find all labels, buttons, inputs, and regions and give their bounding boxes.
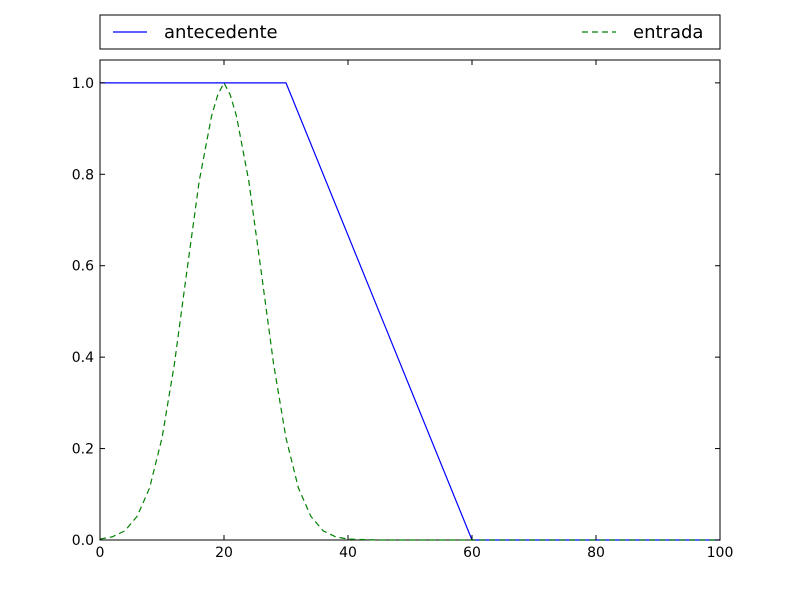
legend-box <box>99 14 721 50</box>
y-tick-label: 0.0 <box>72 533 94 549</box>
y-tick-label: 1.0 <box>72 76 94 92</box>
plot-area: 0 20 40 60 80 100 0.0 0.2 0.4 0.6 0.8 1.0 <box>72 59 734 561</box>
legend-label-entrada: entrada <box>633 22 703 43</box>
x-tick-label: 40 <box>339 545 357 561</box>
x-tick-label: 20 <box>215 545 233 561</box>
legend-label-antecedente: antecedente <box>164 22 278 43</box>
x-tick-label: 0 <box>96 545 105 561</box>
y-tick-label: 0.8 <box>72 167 94 183</box>
plot-frame <box>99 59 721 541</box>
y-tick-label: 0.6 <box>72 259 94 275</box>
y-tick-label: 0.4 <box>72 350 94 366</box>
x-tick-label: 60 <box>463 545 481 561</box>
x-tick-label: 80 <box>587 545 605 561</box>
tick-layer: 0 20 40 60 80 100 0.0 0.2 0.4 0.6 0.8 1.0 <box>72 60 734 561</box>
y-tick-label: 0.2 <box>72 442 94 458</box>
x-tick-label: 100 <box>707 545 734 561</box>
series-line-entrada <box>99 81 720 541</box>
legend: antecedente entrada <box>99 14 721 50</box>
